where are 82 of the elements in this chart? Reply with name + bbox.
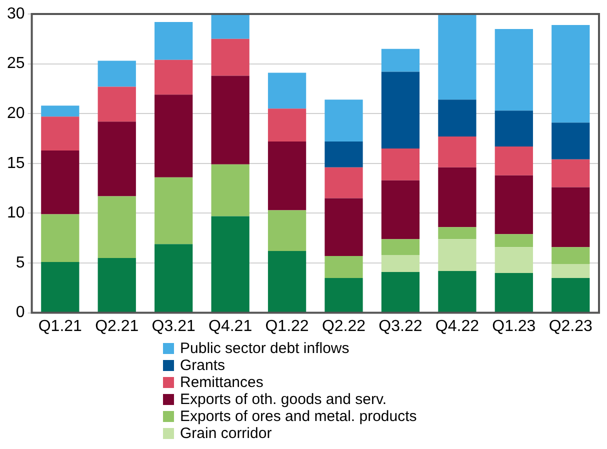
- x-tick-label: Q4.22: [435, 318, 480, 335]
- x-tick-label: Q2.23: [548, 318, 593, 335]
- y-tick-label: 15: [7, 154, 25, 172]
- legend-label: Exports of ores and metal. products: [180, 408, 417, 425]
- bar: [552, 159, 590, 188]
- bar: [381, 180, 420, 240]
- bar: [268, 72, 306, 109]
- bar: [552, 264, 590, 278]
- bar: [438, 227, 476, 240]
- bar: [41, 116, 80, 150]
- x-tick-label: Q1.23: [492, 318, 536, 335]
- bar: [381, 239, 420, 256]
- x-tick-label: Q2.21: [95, 318, 139, 335]
- bar: [324, 141, 363, 168]
- bar: [98, 60, 136, 87]
- bar: [381, 72, 420, 148]
- bar: [552, 122, 590, 160]
- y-tick-label: 5: [16, 254, 25, 272]
- bar: [438, 167, 476, 228]
- x-tick-label: Q4.21: [208, 318, 252, 335]
- bar: [494, 234, 533, 248]
- y-tick-label: 10: [7, 204, 25, 222]
- bar: [41, 106, 80, 117]
- bar: [494, 175, 533, 234]
- x-tick-label: Q3.21: [152, 318, 196, 335]
- bar: [552, 187, 590, 248]
- bar: [211, 76, 250, 164]
- legend-label: Grain corridor: [180, 425, 272, 442]
- bar: [154, 22, 193, 60]
- bar: [98, 196, 136, 258]
- bar: [211, 216, 250, 312]
- legend-label: Remittances: [180, 374, 264, 391]
- bar: [268, 141, 306, 210]
- bar: [381, 272, 420, 312]
- bar: [494, 28, 533, 111]
- bar: [324, 256, 363, 278]
- bar: [41, 262, 80, 312]
- bar: [268, 210, 306, 252]
- bar: [438, 239, 476, 271]
- bar: [438, 136, 476, 168]
- bar: [211, 164, 250, 216]
- bar: [438, 270, 476, 312]
- bar: [98, 258, 136, 312]
- y-tick-label: 20: [7, 105, 25, 122]
- bar: [438, 100, 476, 137]
- bar: [552, 24, 590, 123]
- legend-label: Grants: [180, 357, 226, 374]
- bar: [494, 272, 533, 312]
- bar: [324, 100, 363, 142]
- bar: [438, 14, 476, 100]
- x-tick-label: Q3.22: [378, 318, 422, 335]
- bar: [494, 247, 533, 273]
- bar: [324, 167, 363, 198]
- bar: [98, 86, 136, 122]
- bar: [41, 150, 80, 214]
- bar: [381, 255, 420, 272]
- legend-label: Public sector debt inflows: [180, 340, 350, 357]
- bar: [268, 251, 306, 312]
- bar: [552, 247, 590, 264]
- bar: [98, 122, 136, 196]
- bar: [381, 48, 420, 72]
- bar: [211, 14, 250, 39]
- bar: [324, 278, 363, 312]
- x-tick-label: Q1.22: [265, 318, 309, 335]
- y-tick-label: 25: [7, 55, 25, 72]
- bar: [494, 110, 533, 146]
- x-tick-label: Q1.21: [38, 318, 82, 335]
- y-tick-label: 0: [16, 304, 25, 322]
- bar: [154, 244, 193, 312]
- bar: [494, 146, 533, 176]
- bar: [381, 148, 420, 180]
- bar: [154, 60, 193, 95]
- legend-label: Exports of oth. goods and serv.: [180, 391, 387, 408]
- bar: [154, 177, 193, 244]
- bar: [154, 94, 193, 178]
- bar: [41, 214, 80, 262]
- y-tick-label: 30: [7, 5, 25, 22]
- bar: [324, 198, 363, 256]
- bar: [268, 108, 306, 142]
- x-tick-label: Q2.22: [322, 318, 366, 335]
- bar: [211, 38, 250, 76]
- bar: [552, 278, 590, 312]
